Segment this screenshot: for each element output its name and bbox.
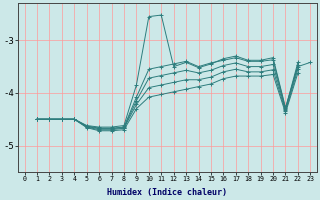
- X-axis label: Humidex (Indice chaleur): Humidex (Indice chaleur): [108, 188, 228, 197]
